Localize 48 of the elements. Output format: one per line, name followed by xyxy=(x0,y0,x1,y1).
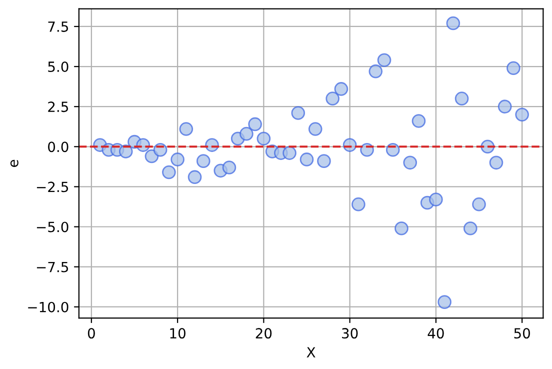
point xyxy=(489,156,504,170)
point xyxy=(377,53,392,68)
x-tick-label: 10 xyxy=(170,328,186,339)
y-tick-label: 0.0 xyxy=(48,142,68,152)
point xyxy=(248,117,262,132)
x-tick-label: 20 xyxy=(256,328,272,339)
point xyxy=(240,126,254,141)
point xyxy=(256,132,271,146)
point xyxy=(498,100,512,114)
point xyxy=(472,197,486,212)
y-tick-label: 2.5 xyxy=(48,102,68,112)
point xyxy=(368,64,383,78)
point xyxy=(394,221,408,236)
point xyxy=(291,106,306,120)
point xyxy=(438,295,452,309)
point xyxy=(179,122,194,136)
point xyxy=(352,197,366,212)
point xyxy=(334,82,348,96)
point xyxy=(463,221,478,236)
point xyxy=(446,16,460,30)
point xyxy=(454,92,469,106)
x-tick-label: 30 xyxy=(342,328,358,339)
y-tick-label: 7.5 xyxy=(48,22,68,32)
point xyxy=(515,108,529,122)
point xyxy=(196,154,210,168)
y-tick-label: −10.0 xyxy=(28,302,68,312)
y-tick-label: −7.5 xyxy=(36,262,68,272)
point xyxy=(162,165,176,180)
point xyxy=(317,154,331,168)
point xyxy=(282,146,296,160)
x-tick-label: 40 xyxy=(428,328,444,339)
point xyxy=(222,160,236,174)
point xyxy=(429,192,443,206)
point xyxy=(300,152,314,166)
x-tick-label: 50 xyxy=(514,328,530,339)
point xyxy=(308,122,322,136)
y-tick-label: −2.5 xyxy=(36,182,68,192)
point xyxy=(403,156,418,170)
y-tick-label: −5.0 xyxy=(36,222,68,232)
point xyxy=(170,152,184,166)
x-axis-title: X xyxy=(306,347,316,358)
point xyxy=(326,92,340,106)
y-tick-label: 5.0 xyxy=(48,62,68,72)
point xyxy=(506,61,520,76)
point xyxy=(188,170,202,184)
x-tick-label: 0 xyxy=(88,328,95,339)
point xyxy=(412,114,426,128)
y-axis-title: e xyxy=(10,160,18,167)
